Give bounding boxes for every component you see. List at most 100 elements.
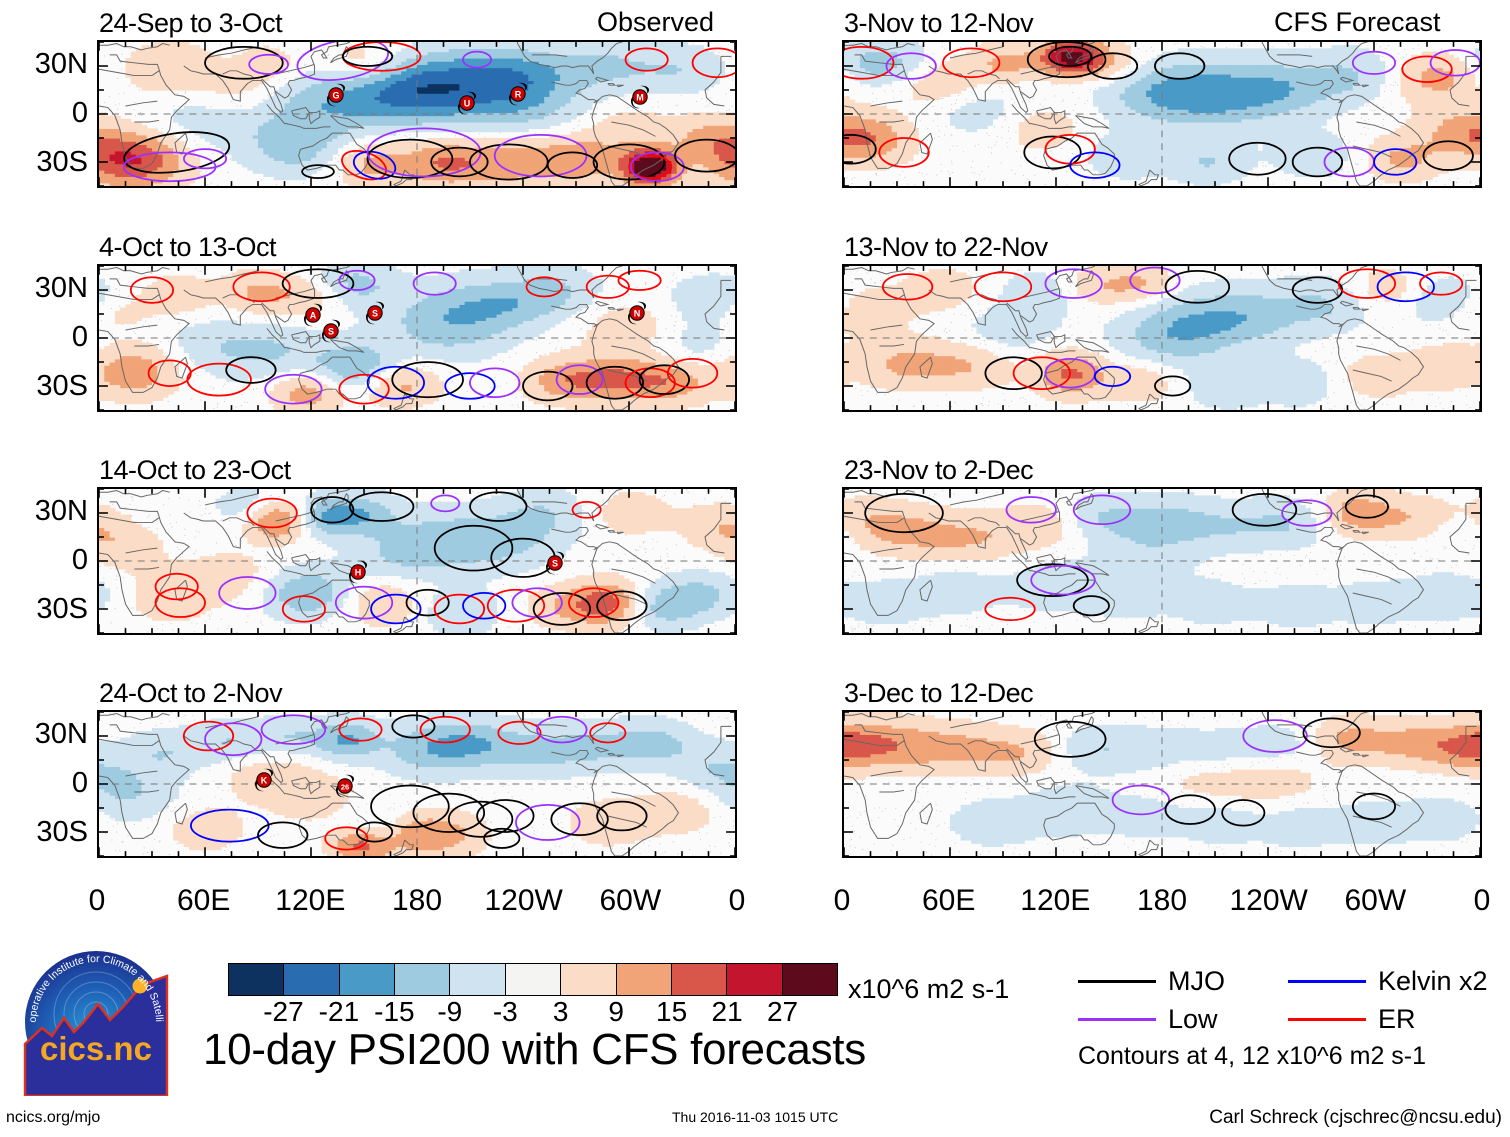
colorbar-tick--9: -9 xyxy=(420,998,480,1026)
x-tick-label-observed-60E: 60E xyxy=(144,886,264,916)
coastlines xyxy=(844,266,1477,410)
legend-label-er: ER xyxy=(1378,1005,1416,1033)
colorbar-swatch-3 xyxy=(395,964,451,995)
x-tick-label-observed-0: 0 xyxy=(37,886,157,916)
panel-title-fcs-3: 23-Nov to 2-Dec xyxy=(844,457,1034,484)
colorbar-tick--3: -3 xyxy=(475,998,535,1026)
y-tick-label-30N: 30N xyxy=(0,273,88,303)
x-tick-label-forecast-0: 0 xyxy=(1422,886,1510,916)
x-tick-label-forecast-180: 180 xyxy=(1102,886,1222,916)
shaded-anomaly-field xyxy=(844,42,1480,186)
colorbar-tick--27: -27 xyxy=(253,998,313,1026)
y-tick-label-30S: 30S xyxy=(0,595,88,624)
coastlines xyxy=(844,712,1477,856)
svg-text:U: U xyxy=(464,98,471,108)
shaded-anomaly-field xyxy=(844,712,1480,847)
colorbar-swatch-4 xyxy=(450,964,506,995)
x-tick-label-observed-120E: 120E xyxy=(250,886,370,916)
x-tick-label-forecast-60W: 60W xyxy=(1315,886,1435,916)
svg-text:M: M xyxy=(636,92,644,102)
legend-label-mjo: MJO xyxy=(1168,967,1225,995)
colorbar-tick-27: 27 xyxy=(753,998,813,1026)
coastlines xyxy=(99,266,732,410)
storm-marker-K: K xyxy=(253,767,275,793)
legend-line-mjo xyxy=(1078,979,1156,983)
colorbar-tick-15: 15 xyxy=(642,998,702,1026)
y-tick-label-30N: 30N xyxy=(0,719,88,749)
colorbar-swatch-8 xyxy=(671,964,728,995)
storm-marker-S: S xyxy=(320,318,342,344)
panel-title-obs-4: 24-Oct to 2-Nov xyxy=(99,680,283,707)
storm-marker-S: S xyxy=(544,550,566,576)
y-tick-label-30S: 30S xyxy=(0,148,88,177)
colorbar-tick--21: -21 xyxy=(309,998,369,1026)
y-tick-label-30N: 30N xyxy=(0,496,88,526)
storm-marker-26: 26 xyxy=(334,773,356,799)
legend-row: Low ER xyxy=(1078,1000,1498,1038)
legend-label-low: Low xyxy=(1168,1005,1218,1033)
x-tick-label-observed-180: 180 xyxy=(357,886,477,916)
panel-title-obs-1: 24-Sep to 3-Oct xyxy=(99,10,283,37)
x-tick-label-observed-120W: 120W xyxy=(464,886,584,916)
column-label-forecast: CFS Forecast xyxy=(1274,9,1441,36)
storm-marker-R: R xyxy=(507,81,529,107)
wave-mode-contours xyxy=(154,491,648,626)
y-tick-label-0: 0 xyxy=(0,769,88,798)
x-tick-label-forecast-120E: 120E xyxy=(995,886,1115,916)
colorbar-swatch-9 xyxy=(727,964,783,995)
contour-legend: MJO Kelvin x2 Low ER xyxy=(1078,962,1498,1038)
storm-marker-M: M xyxy=(629,84,651,110)
cics-nc-logo: cics.nc Cooperative Institute for Climat… xyxy=(18,939,170,1098)
panel-title-obs-2: 4-Oct to 13-Oct xyxy=(99,234,277,261)
map-panel-fcs-1 xyxy=(842,40,1482,188)
wave-mode-contours xyxy=(844,42,1480,179)
stipple-overlay xyxy=(844,489,1479,633)
shaded-anomaly-field xyxy=(99,712,735,856)
footer-website: ncics.org/mjo xyxy=(6,1110,100,1126)
wave-mode-contours xyxy=(881,266,1464,397)
y-tick-label-30S: 30S xyxy=(0,372,88,401)
legend-line-kelvin xyxy=(1288,979,1366,983)
x-tick-label-forecast-120W: 120W xyxy=(1209,886,1329,916)
map-panel-fcs-2 xyxy=(842,264,1482,412)
colorbar-tick-9: 9 xyxy=(586,998,646,1026)
coastlines xyxy=(99,712,732,856)
map-panel-fcs-3 xyxy=(842,487,1482,635)
footer-author: Carl Schreck (cjschrec@ncsu.edu) xyxy=(1209,1108,1502,1127)
contour-levels-note: Contours at 4, 12 x10^6 m2 s-1 xyxy=(1078,1044,1426,1069)
colorbar-tick-21: 21 xyxy=(697,998,757,1026)
legend-row: MJO Kelvin x2 xyxy=(1078,962,1498,1000)
legend-item-low: Low xyxy=(1078,1005,1288,1033)
colorbar-swatch-0 xyxy=(229,964,285,995)
wave-mode-contours xyxy=(122,42,735,183)
colorbar-swatch-7 xyxy=(616,964,672,995)
panel-title-fcs-4: 3-Dec to 12-Dec xyxy=(844,680,1034,707)
footer-timestamp: Thu 2016-11-03 1015 UTC xyxy=(672,1110,838,1124)
legend-line-low xyxy=(1078,1017,1156,1021)
colorbar-units-label: x10^6 m2 s-1 xyxy=(848,976,1009,1003)
y-tick-label-30S: 30S xyxy=(0,818,88,847)
figure-main-title: 10-day PSI200 with CFS forecasts xyxy=(203,1028,866,1072)
storm-marker-S: S xyxy=(364,300,386,326)
colorbar-tick-3: 3 xyxy=(531,998,591,1026)
x-tick-label-observed-60W: 60W xyxy=(570,886,690,916)
colorbar-swatch-1 xyxy=(284,964,340,995)
panel-title-obs-3: 14-Oct to 23-Oct xyxy=(99,457,291,484)
x-tick-label-forecast-60E: 60E xyxy=(889,886,1009,916)
legend-line-er xyxy=(1288,1017,1366,1021)
colorbar-swatch-10 xyxy=(782,964,837,995)
wave-mode-contours xyxy=(129,268,719,405)
stipple-overlay xyxy=(847,712,1480,856)
colorbar-tick--15: -15 xyxy=(364,998,424,1026)
y-tick-label-0: 0 xyxy=(0,546,88,575)
legend-item-kelvin: Kelvin x2 xyxy=(1288,967,1498,995)
y-tick-label-30N: 30N xyxy=(0,49,88,79)
colorbar-swatch-5 xyxy=(505,964,562,995)
colorbar xyxy=(228,963,838,996)
stipple-overlay xyxy=(99,266,735,410)
map-panel-obs-4: K 26 xyxy=(97,710,737,858)
wave-mode-contours xyxy=(182,714,648,851)
x-tick-label-observed-0: 0 xyxy=(677,886,797,916)
